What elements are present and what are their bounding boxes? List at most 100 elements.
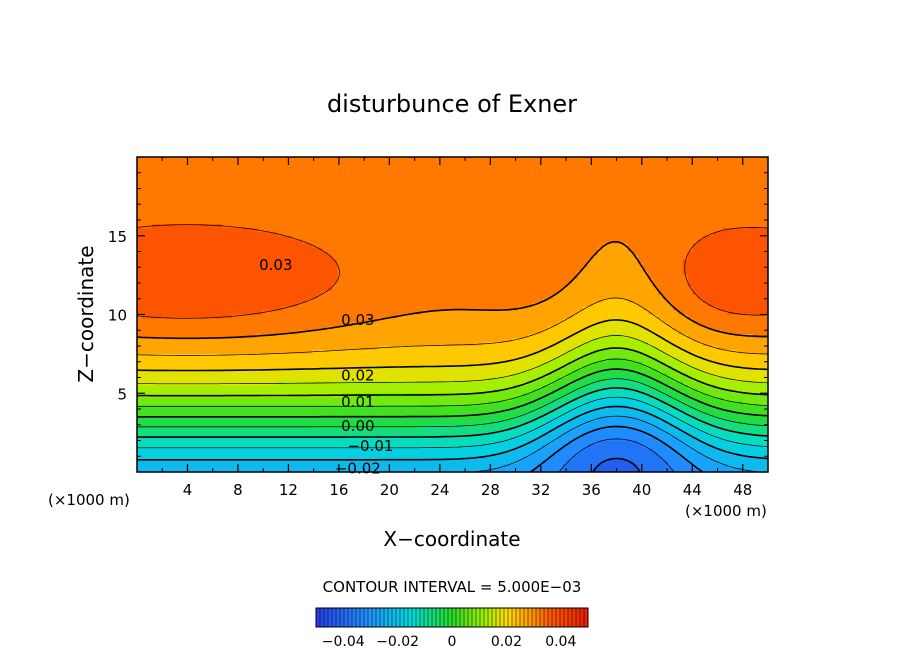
contour-fill-cell — [332, 235, 338, 241]
contour-fill-cell — [302, 188, 308, 194]
contour-fill-cell — [362, 452, 368, 457]
contour-fill-cell — [347, 259, 353, 264]
contour-fill-cell — [337, 243, 343, 249]
contour-fill-cell — [152, 172, 158, 178]
contour-fill-cell — [182, 196, 188, 201]
contour-fill-cell — [177, 452, 183, 457]
contour-fill-cell — [447, 192, 454, 197]
contour-fill-cell — [257, 448, 263, 453]
contour-fill-cell — [207, 330, 213, 335]
contour-fill-cell — [387, 220, 394, 225]
contour-fill-cell — [307, 416, 313, 422]
contour-fill-cell — [367, 247, 373, 253]
contour-fill-cell — [327, 452, 333, 457]
contour-fill-cell — [282, 235, 288, 241]
contour-fill-cell — [187, 444, 193, 449]
contour-fill-cell — [287, 168, 293, 174]
contour-fill-cell — [147, 318, 153, 323]
contour-fill-cell — [202, 200, 208, 205]
contour-fill-cell — [242, 349, 248, 355]
contour-fill-cell — [372, 373, 378, 379]
contour-fill-cell — [357, 255, 363, 260]
contour-fill-cell — [177, 227, 183, 233]
contour-fill-cell — [137, 200, 143, 205]
contour-fill-cell — [437, 286, 444, 292]
contour-fill-cell — [382, 373, 388, 379]
contour-fill-cell — [377, 346, 383, 351]
contour-fill-cell — [387, 180, 394, 186]
contour-fill-cell — [227, 357, 233, 363]
contour-fill-cell — [377, 416, 383, 422]
contour-fill-cell — [197, 172, 203, 178]
contour-fill-cell — [437, 267, 444, 272]
contour-fill-cell — [357, 184, 363, 190]
contour-fill-cell — [307, 271, 313, 276]
contour-fill-cell — [197, 373, 203, 379]
contour-fill-cell — [342, 231, 348, 237]
contour-fill-cell — [382, 342, 388, 347]
contour-fill-cell — [337, 432, 343, 438]
contour-fill-cell — [187, 357, 193, 363]
contour-fill-cell — [247, 432, 253, 438]
contour-fill-cell — [182, 460, 188, 465]
contour-fill-cell — [277, 428, 283, 434]
contour-fill-cell — [357, 208, 363, 213]
contour-fill-cell — [427, 180, 434, 186]
contour-fill-cell — [247, 468, 253, 472]
contour-fill-cell — [242, 302, 248, 308]
contour-fill-cell — [357, 235, 363, 241]
contour-fill-cell — [392, 310, 399, 316]
contour-fill-cell — [287, 326, 293, 331]
contour-fill-cell — [177, 460, 183, 465]
contour-fill-cell — [142, 263, 148, 268]
contour-fill-cell — [437, 393, 444, 398]
contour-fill-cell — [252, 306, 258, 312]
contour-fill-cell — [437, 259, 444, 264]
contour-fill-cell — [322, 302, 328, 308]
contour-fill-cell — [417, 223, 424, 229]
contour-fill-cell — [162, 353, 168, 359]
contour-fill-cell — [307, 212, 313, 217]
contour-fill-cell — [347, 200, 353, 205]
contour-fill-cell — [297, 326, 303, 331]
contour-fill-cell — [177, 409, 183, 414]
contour-fill-cell — [147, 164, 153, 170]
contour-fill-cell — [172, 349, 178, 355]
contour-fill-cell — [237, 468, 243, 472]
contour-fill-cell — [282, 330, 288, 335]
contour-fill-cell — [277, 212, 283, 217]
contour-fill-cell — [342, 334, 348, 339]
contour-fill-cell — [387, 298, 394, 304]
contour-fill-cell — [167, 283, 173, 288]
contour-fill-cell — [317, 452, 323, 457]
contour-fill-cell — [347, 369, 353, 375]
contour-fill-cell — [337, 160, 343, 166]
contour-fill-cell — [417, 235, 424, 241]
contour-fill-cell — [237, 357, 243, 363]
contour-fill-cell — [397, 216, 404, 221]
contour-fill-cell — [332, 452, 338, 457]
contour-fill-cell — [147, 436, 153, 442]
contour-fill-cell — [262, 283, 268, 288]
contour-fill-cell — [337, 216, 343, 221]
contour-fill-cell — [237, 397, 243, 402]
contour-fill-cell — [392, 342, 399, 347]
contour-fill-cell — [272, 334, 278, 339]
contour-fill-cell — [432, 420, 439, 426]
contour-fill-cell — [237, 452, 243, 457]
contour-fill-cell — [222, 164, 228, 170]
contour-fill-cell — [257, 444, 263, 449]
contour-fill-cell — [162, 365, 168, 371]
contour-fill-cell — [322, 231, 328, 237]
contour-fill-cell — [272, 298, 278, 304]
contour-fill-cell — [217, 157, 223, 162]
contour-fill-cell — [177, 271, 183, 276]
contour-fill-cell — [412, 239, 419, 245]
contour-fill-cell — [417, 188, 424, 194]
contour-fill-cell — [147, 157, 153, 162]
contour-fill-cell — [267, 397, 273, 402]
contour-fill-cell — [237, 176, 243, 182]
contour-fill-cell — [197, 314, 203, 320]
contour-fill-cell — [227, 294, 233, 300]
contour-fill-cell — [137, 263, 143, 268]
